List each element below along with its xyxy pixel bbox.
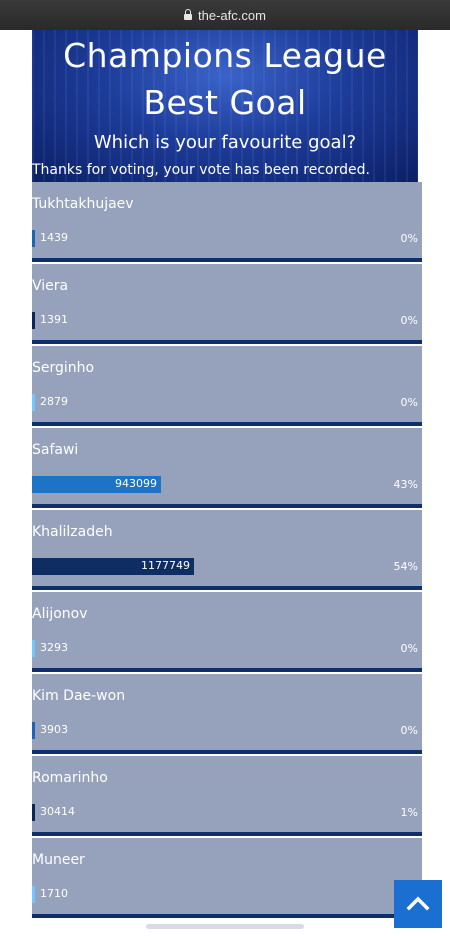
vote-percentage: 0%: [400, 642, 418, 655]
vote-bar: [32, 476, 161, 493]
lock-icon: [184, 9, 193, 20]
vote-percentage: 0%: [400, 724, 418, 737]
vote-bar: [32, 394, 35, 411]
vote-bar: [32, 312, 35, 329]
poll-item-name: Safawi: [32, 442, 79, 458]
poll-question: Which is your favourite goal?: [93, 132, 357, 153]
vote-percentage: 0%: [400, 232, 418, 245]
vote-bar-track: 1439: [32, 230, 332, 247]
poll-item: Safawi 943099 43%: [32, 428, 422, 508]
vote-bar-track: 1710: [32, 886, 332, 903]
vote-count: 1439: [40, 231, 68, 244]
browser-address-bar[interactable]: the-afc.com: [0, 0, 450, 30]
vote-count: 2879: [40, 395, 68, 408]
poll-results-list: Tukhtakhujaev 1439 0% Viera 1391 0% Serginho 28…: [32, 182, 422, 920]
vote-bar: [32, 886, 35, 903]
poll-item: Muneer17100%: [32, 838, 422, 918]
vote-percentage: 0%: [400, 314, 418, 327]
poll-item-name: Khalilzadeh: [32, 524, 113, 540]
vote-bar: [32, 558, 194, 575]
browser-url: the-afc.com: [198, 7, 266, 23]
vote-count: 30414: [40, 805, 75, 818]
vote-bar-track: 2879: [32, 394, 332, 411]
vote-count: 3293: [40, 641, 68, 654]
vote-percentage: 1%: [400, 806, 418, 819]
vote-count: 943099: [115, 477, 157, 490]
vote-count: 1710: [40, 887, 68, 900]
poll-item: Tukhtakhujaev 1439 0%: [32, 182, 422, 262]
vote-bar-track: 3903: [32, 722, 332, 739]
poll-item-name: Kim Dae-won: [32, 688, 126, 704]
scroll-to-top-button[interactable]: [394, 880, 442, 928]
vote-percentage: 43%: [393, 478, 418, 491]
poll-item-name: Romarinho: [32, 770, 108, 786]
poll-item-name: Muneer: [32, 852, 85, 868]
page-title: Champions League Best Goal: [32, 32, 418, 126]
poll-item-name: Alijonov: [32, 606, 88, 622]
title-line-1: Champions League: [63, 36, 387, 75]
poll-item-name: Serginho: [32, 360, 95, 376]
poll-item: Romarinho 30414 1%: [32, 756, 422, 836]
vote-bar-track: 3293: [32, 640, 332, 657]
vote-bar: [32, 230, 35, 247]
poll-item-name: Viera: [32, 278, 69, 294]
title-line-2: Best Goal: [143, 83, 307, 122]
home-indicator: [146, 924, 304, 929]
poll-header-banner: Champions League Best Goal Which is your…: [32, 30, 418, 182]
vote-bar-track: 943099: [32, 476, 332, 493]
vote-bar: [32, 804, 35, 821]
vote-bar-track: 1391: [32, 312, 332, 329]
poll-item: Serginho 2879 0%: [32, 346, 422, 426]
vote-count: 3903: [40, 723, 68, 736]
poll-item: Kim Dae-won 3903 0%: [32, 674, 422, 754]
poll-item-name: Tukhtakhujaev: [32, 196, 134, 212]
vote-count: 1391: [40, 313, 68, 326]
vote-percentage: 54%: [393, 560, 418, 573]
vote-bar-track: 30414: [32, 804, 332, 821]
vote-percentage: 0%: [400, 396, 418, 409]
vote-count: 1177749: [141, 559, 190, 572]
vote-bar: [32, 640, 35, 657]
chevron-up-icon: [406, 896, 430, 911]
vote-confirmation-text: Thanks for voting, your vote has been re…: [32, 162, 370, 178]
poll-item: Viera 1391 0%: [32, 264, 422, 344]
poll-item: Alijonov 3293 0%: [32, 592, 422, 672]
poll-item: Khalilzadeh 1177749 54%: [32, 510, 422, 590]
vote-bar: [32, 722, 35, 739]
vote-bar-track: 1177749: [32, 558, 332, 575]
